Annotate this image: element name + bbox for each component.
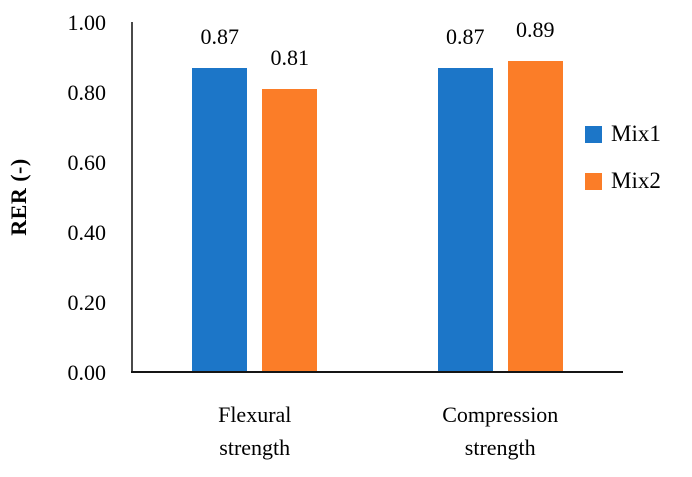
value-label-mix1-compression: 0.87 [446, 24, 485, 49]
y-tick-label: 0.20 [67, 289, 107, 315]
legend-swatch-mix1 [585, 125, 602, 143]
bar-mix2-compression [507, 61, 563, 372]
bar-mix1-flexural [192, 68, 248, 372]
bar-mix1-compression [437, 68, 493, 372]
legend-label-mix1: Mix1 [611, 121, 661, 146]
legend-label-mix2: Mix2 [611, 168, 661, 193]
category-label-compression: Compression strength [442, 402, 559, 460]
y-tick-label: 1.00 [67, 9, 107, 35]
legend-item-mix1: Mix1 [585, 120, 661, 148]
value-label-mix2-flexural: 0.81 [270, 45, 310, 70]
y-axis-line [131, 22, 133, 373]
bar-mix2-flexural [262, 89, 318, 372]
legend-item-mix2: Mix2 [585, 167, 661, 195]
y-tick-label: 0.80 [67, 79, 107, 105]
y-tick-label: 0.40 [67, 219, 107, 245]
y-tick-label: 0.00 [67, 359, 107, 385]
x-axis-line [131, 371, 623, 373]
y-axis-title: RER (-) [6, 158, 31, 236]
value-label-mix1-flexural: 0.87 [200, 24, 240, 49]
value-label-mix2-compression: 0.89 [516, 17, 555, 42]
category-label-flexural: Flexural strength [218, 402, 292, 460]
legend-swatch-mix2 [585, 172, 602, 190]
y-tick-label: 0.60 [67, 149, 107, 175]
